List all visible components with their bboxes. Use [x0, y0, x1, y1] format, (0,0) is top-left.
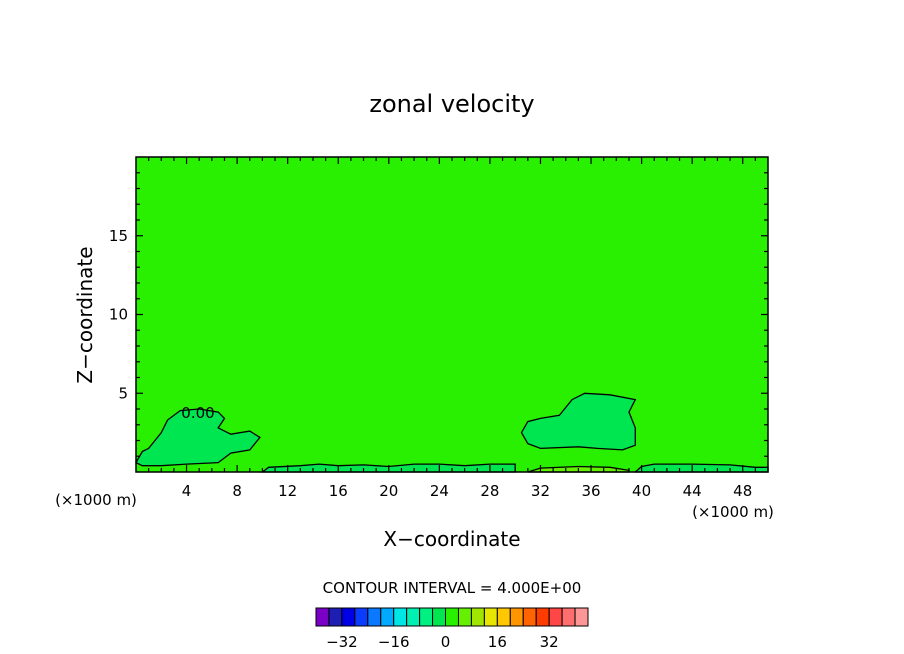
y-tick-label: 5 — [118, 384, 128, 402]
x-tick-label: 44 — [683, 482, 702, 500]
y-axis-ticks: 5 10 15 — [109, 172, 768, 457]
colorbar-swatch — [535, 607, 550, 627]
y-tick-label: 10 — [109, 306, 128, 324]
colorbar-swatch — [522, 607, 537, 627]
colorbar-swatch — [470, 607, 485, 627]
contour-negative-cell-left — [135, 408, 261, 467]
colorbar-swatch — [445, 607, 459, 627]
colorbar-swatch — [354, 607, 369, 627]
colorbar-swatch — [483, 607, 498, 627]
x-unit-right: (×1000 m) — [692, 503, 774, 521]
x-axis-label: X−coordinate — [383, 527, 520, 551]
x-tick-label: 36 — [581, 482, 600, 500]
x-tick-label: 24 — [430, 482, 449, 500]
colorbar — [315, 607, 589, 627]
colorbar-swatch — [548, 607, 563, 627]
field-background — [136, 157, 768, 472]
colorbar-swatch — [509, 607, 524, 627]
colorbar-swatch — [315, 607, 330, 627]
x-tick-label: 48 — [733, 482, 752, 500]
colorbar-swatch — [328, 607, 343, 627]
colorbar-tick-label: −16 — [378, 633, 410, 651]
colorbar-swatch — [574, 607, 589, 627]
colorbar-tick-labels: −32 −16 0 16 32 — [326, 633, 559, 651]
colorbar-swatch — [419, 607, 434, 627]
contour-negative-cell-right — [520, 392, 637, 451]
contour-interval-text: CONTOUR INTERVAL = 4.000E+00 — [323, 579, 582, 597]
x-tick-label: 4 — [182, 482, 192, 500]
x-tick-label: 40 — [632, 482, 651, 500]
colorbar-tick-label: −32 — [326, 633, 358, 651]
colorbar-tick-label: 16 — [488, 633, 507, 651]
colorbar-swatch — [432, 607, 447, 627]
colorbar-swatch — [457, 607, 472, 627]
colorbar-swatch — [380, 607, 395, 627]
x-tick-label: 32 — [531, 482, 550, 500]
colorbar-swatch — [393, 607, 408, 627]
y-axis-label: Z−coordinate — [73, 246, 97, 383]
contour-label: 0.00 — [181, 404, 214, 422]
x-tick-label: 16 — [329, 482, 348, 500]
x-tick-label: 12 — [278, 482, 297, 500]
x-tick-label: 8 — [232, 482, 242, 500]
colorbar-tick-label: 32 — [540, 633, 559, 651]
x-tick-label: 28 — [480, 482, 499, 500]
x-axis-ticks: 4 8 12 16 20 24 28 32 36 40 44 48 — [148, 157, 756, 500]
plot-area — [136, 157, 768, 472]
colorbar-swatch — [341, 607, 356, 627]
colorbar-tick-label: 0 — [441, 633, 451, 651]
chart-title: zonal velocity — [369, 90, 534, 118]
colorbar-swatch — [406, 607, 421, 627]
colorbar-swatch — [561, 607, 576, 627]
colorbar-swatch — [496, 607, 511, 627]
x-tick-label: 20 — [379, 482, 398, 500]
x-unit-left: (×1000 m) — [55, 491, 137, 509]
y-tick-label: 15 — [109, 227, 128, 245]
colorbar-swatch — [367, 607, 382, 627]
